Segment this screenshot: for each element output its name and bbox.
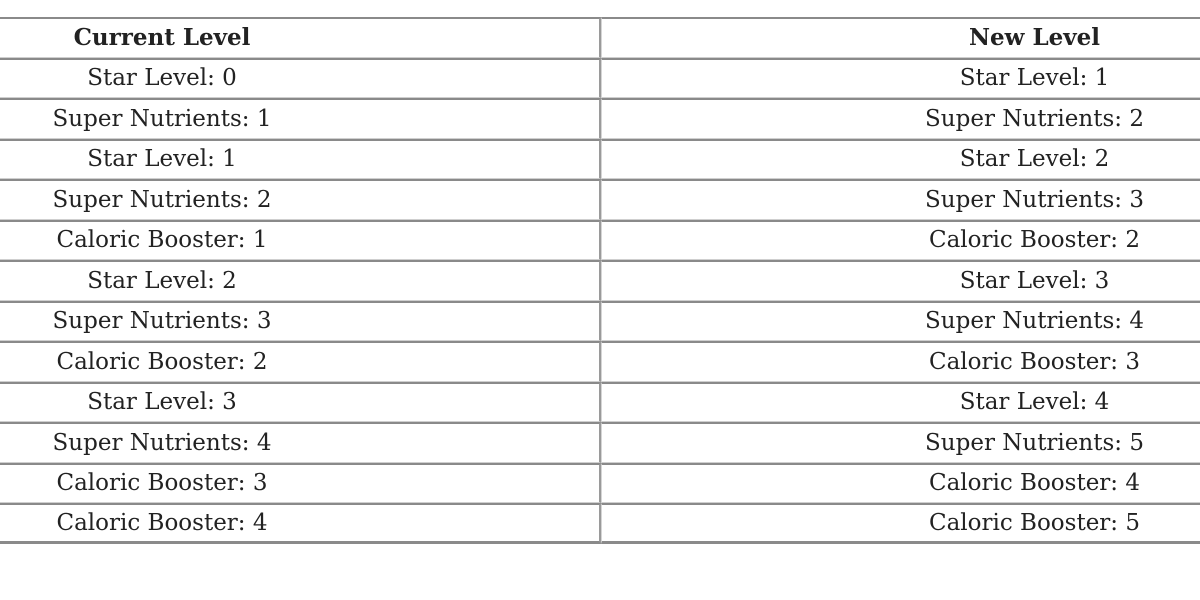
table-row: Star Level: 2 Star Level: 3 xyxy=(0,260,1200,301)
new-level-cell: Super Nutrients: 4 xyxy=(601,300,1200,341)
new-level-cell: Caloric Booster: 5 xyxy=(601,503,1200,544)
level-table: Current Level New Level Star Level: 0 Sta… xyxy=(0,17,1200,544)
current-level-cell: Caloric Booster: 1 xyxy=(0,219,601,260)
new-level-cell: Caloric Booster: 3 xyxy=(601,341,1200,382)
header-new-level: New Level xyxy=(601,17,1200,58)
current-level-cell: Star Level: 3 xyxy=(0,381,601,422)
new-level-cell: Star Level: 1 xyxy=(601,57,1200,98)
table-row: Star Level: 3 Star Level: 4 xyxy=(0,381,1200,422)
new-level-cell: Star Level: 3 xyxy=(601,260,1200,301)
new-level-cell: Super Nutrients: 3 xyxy=(601,179,1200,220)
current-level-cell: Super Nutrients: 3 xyxy=(0,300,601,341)
table-row: Star Level: 0 Star Level: 1 xyxy=(0,57,1200,98)
current-level-cell: Caloric Booster: 3 xyxy=(0,462,601,503)
current-level-cell: Super Nutrients: 1 xyxy=(0,98,601,139)
current-level-cell: Caloric Booster: 4 xyxy=(0,503,601,544)
new-level-cell: Caloric Booster: 4 xyxy=(601,462,1200,503)
new-level-cell: Super Nutrients: 2 xyxy=(601,98,1200,139)
table-row: Caloric Booster: 4 Caloric Booster: 5 xyxy=(0,503,1200,544)
table-row: Super Nutrients: 4 Super Nutrients: 5 xyxy=(0,422,1200,463)
new-level-cell: Star Level: 4 xyxy=(601,381,1200,422)
table-row: Super Nutrients: 3 Super Nutrients: 4 xyxy=(0,300,1200,341)
new-level-cell: Super Nutrients: 5 xyxy=(601,422,1200,463)
header-current-level: Current Level xyxy=(0,17,601,58)
current-level-cell: Caloric Booster: 2 xyxy=(0,341,601,382)
table-row: Caloric Booster: 1 Caloric Booster: 2 xyxy=(0,219,1200,260)
current-level-cell: Star Level: 0 xyxy=(0,57,601,98)
new-level-cell: Star Level: 2 xyxy=(601,138,1200,179)
current-level-cell: Star Level: 1 xyxy=(0,138,601,179)
table-row: Star Level: 1 Star Level: 2 xyxy=(0,138,1200,179)
table-row: Caloric Booster: 3 Caloric Booster: 4 xyxy=(0,462,1200,503)
current-level-cell: Super Nutrients: 2 xyxy=(0,179,601,220)
new-level-cell: Caloric Booster: 2 xyxy=(601,219,1200,260)
level-table-container: Current Level New Level Star Level: 0 Sta… xyxy=(0,17,1200,544)
current-level-cell: Super Nutrients: 4 xyxy=(0,422,601,463)
table-row: Caloric Booster: 2 Caloric Booster: 3 xyxy=(0,341,1200,382)
table-row: Super Nutrients: 2 Super Nutrients: 3 xyxy=(0,179,1200,220)
table-row: Super Nutrients: 1 Super Nutrients: 2 xyxy=(0,98,1200,139)
header-row: Current Level New Level xyxy=(0,17,1200,58)
current-level-cell: Star Level: 2 xyxy=(0,260,601,301)
